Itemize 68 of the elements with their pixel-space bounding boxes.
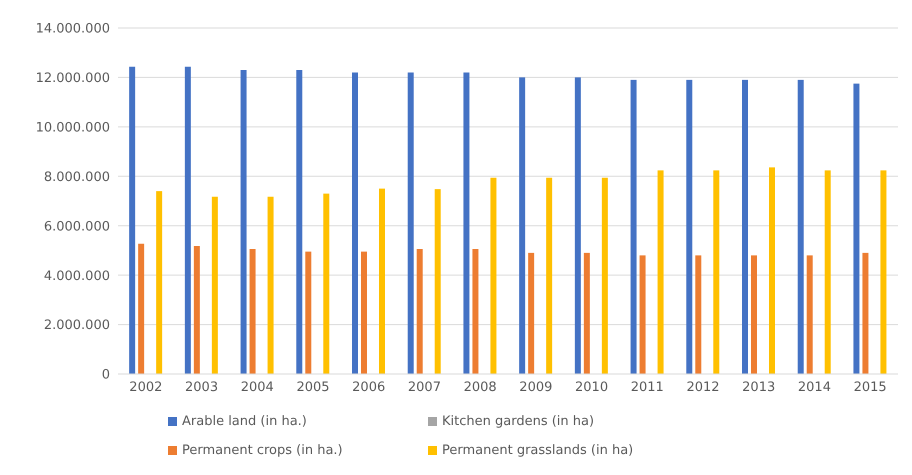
x-tick-label: 2015 [854, 380, 887, 396]
x-tick-label: 2003 [185, 380, 218, 396]
y-tick-label: 8.000.000 [44, 170, 110, 185]
bar [408, 72, 414, 374]
bar [584, 252, 590, 374]
bar [379, 188, 385, 374]
bar [250, 248, 256, 374]
y-tick-label: 6.000.000 [44, 219, 110, 234]
bar [519, 77, 526, 374]
y-tick-label: 0 [102, 368, 110, 383]
bar [129, 66, 136, 374]
bar [862, 252, 868, 374]
bar [463, 72, 470, 374]
y-tick-label: 4.000.000 [44, 268, 110, 284]
bar [769, 167, 775, 374]
x-tick-label: 2002 [129, 380, 162, 396]
bar [798, 80, 804, 374]
legend-label: Kitchen gardens (in ha) [442, 414, 594, 429]
bar [184, 66, 191, 374]
x-tick-label: 2011 [630, 380, 664, 396]
x-tick-label: 2010 [575, 380, 608, 396]
x-tick-label: 2007 [408, 380, 441, 396]
bar [574, 77, 581, 374]
bar [640, 255, 646, 374]
x-tick-label: 2013 [742, 380, 776, 396]
bar [528, 252, 534, 374]
bar [323, 194, 330, 374]
y-tick-label: 12.000.000 [36, 71, 110, 86]
x-tick-label: 2014 [798, 380, 831, 396]
bar [268, 196, 274, 374]
bar [434, 189, 441, 374]
x-tick-label: 2009 [519, 380, 552, 396]
bar [853, 84, 860, 374]
y-tick-label: 2.000.000 [44, 318, 110, 334]
bar [546, 178, 552, 374]
y-tick-label: 14.000.000 [36, 22, 110, 37]
bar [416, 248, 423, 374]
x-tick-label: 2006 [352, 380, 386, 396]
y-tick-label: 10.000.000 [36, 120, 110, 136]
legend-label: Permanent grasslands (in ha) [442, 443, 634, 458]
bar [156, 191, 162, 374]
bar [240, 70, 247, 374]
bar [686, 80, 692, 374]
bar [138, 244, 144, 374]
bar [490, 178, 496, 374]
bar [352, 72, 358, 374]
bar [296, 70, 302, 374]
legend-label: Permanent crops (in ha.) [182, 443, 343, 458]
bar [806, 255, 813, 374]
bar [713, 170, 720, 374]
bar [695, 255, 702, 374]
bar [824, 170, 831, 374]
bar [658, 170, 664, 374]
bar [630, 80, 637, 374]
bar [880, 170, 886, 374]
legend-label: Arable land (in ha.) [182, 414, 307, 429]
x-tick-label: 2012 [686, 380, 720, 396]
bar [742, 80, 748, 374]
bar [602, 178, 608, 374]
bar [194, 246, 200, 374]
bar [361, 252, 367, 374]
x-tick-label: 2008 [464, 380, 497, 396]
x-tick-label: 2004 [240, 380, 274, 396]
bar [751, 255, 757, 374]
x-tick-label: 2005 [296, 380, 330, 396]
bar [212, 196, 218, 374]
bar [305, 252, 312, 374]
bar [472, 248, 478, 374]
